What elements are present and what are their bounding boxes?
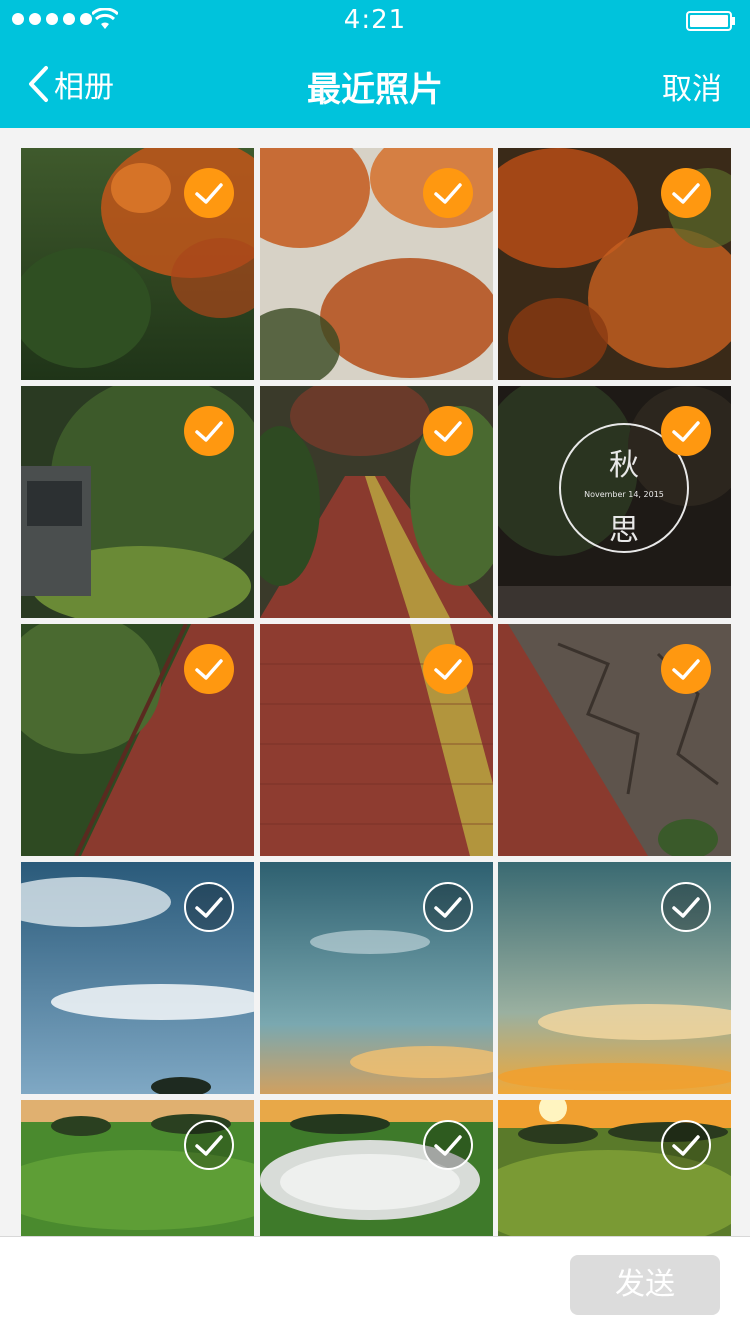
photo-tile[interactable] [21,1100,254,1236]
unselected-check-icon[interactable] [661,1120,711,1170]
photo-tile[interactable] [498,862,731,1094]
top-bar: 4:21 相册 最近照片 取消 [0,0,750,128]
photo-tile[interactable] [21,148,254,380]
badge-bottom-text: 思 [609,513,639,548]
back-button[interactable]: 相册 [26,62,114,106]
selected-check-icon[interactable] [184,406,234,456]
qiusi-badge: 秋 November 14, 2015 思 [560,424,688,552]
signal-icon [12,13,92,25]
unselected-check-icon[interactable] [661,882,711,932]
navigation-bar: 相册 最近照片 取消 [0,40,750,128]
photo-tile[interactable] [498,148,731,380]
photo-tile[interactable] [21,386,254,618]
wifi-icon [92,8,118,29]
photo-tile[interactable] [21,624,254,856]
selected-check-icon[interactable] [423,168,473,218]
photo-tile[interactable] [260,1100,493,1236]
photo-tile[interactable] [260,148,493,380]
unselected-check-icon[interactable] [423,882,473,932]
photo-tile[interactable] [21,862,254,1094]
selected-check-icon[interactable] [184,168,234,218]
photo-thumbnail [21,624,254,856]
chevron-left-icon [29,66,48,102]
page-title: 最近照片 [307,70,443,110]
send-button[interactable]: 发送 [570,1255,720,1315]
bottom-toolbar: 发送 [0,1236,750,1334]
photo-tile[interactable] [260,862,493,1094]
badge-top-text: 秋 [609,448,639,483]
photo-tile[interactable] [498,624,731,856]
badge-date-text: November 14, 2015 [584,490,664,499]
back-label: 相册 [54,70,114,105]
battery-icon [686,11,735,31]
photo-grid: 秋 November 14, 2015 思 [21,148,731,1236]
unselected-check-icon[interactable] [184,882,234,932]
photo-tile[interactable] [260,386,493,618]
selected-check-icon[interactable] [423,406,473,456]
selected-check-icon[interactable] [184,644,234,694]
selected-check-icon[interactable] [423,644,473,694]
status-time: 4:21 [343,5,407,35]
selected-check-icon[interactable] [661,644,711,694]
unselected-check-icon[interactable] [423,1120,473,1170]
unselected-check-icon[interactable] [184,1120,234,1170]
photo-tile[interactable] [260,624,493,856]
photo-thumbnail [21,862,254,1094]
status-bar: 4:21 [0,0,750,40]
selected-check-icon[interactable] [661,406,711,456]
photo-tile[interactable] [498,1100,731,1236]
photo-tile[interactable]: 秋 November 14, 2015 思 [498,386,731,618]
photo-thumbnail [21,148,254,380]
photo-thumbnail [498,148,731,380]
cancel-button[interactable]: 取消 [662,72,722,107]
selected-check-icon[interactable] [661,168,711,218]
